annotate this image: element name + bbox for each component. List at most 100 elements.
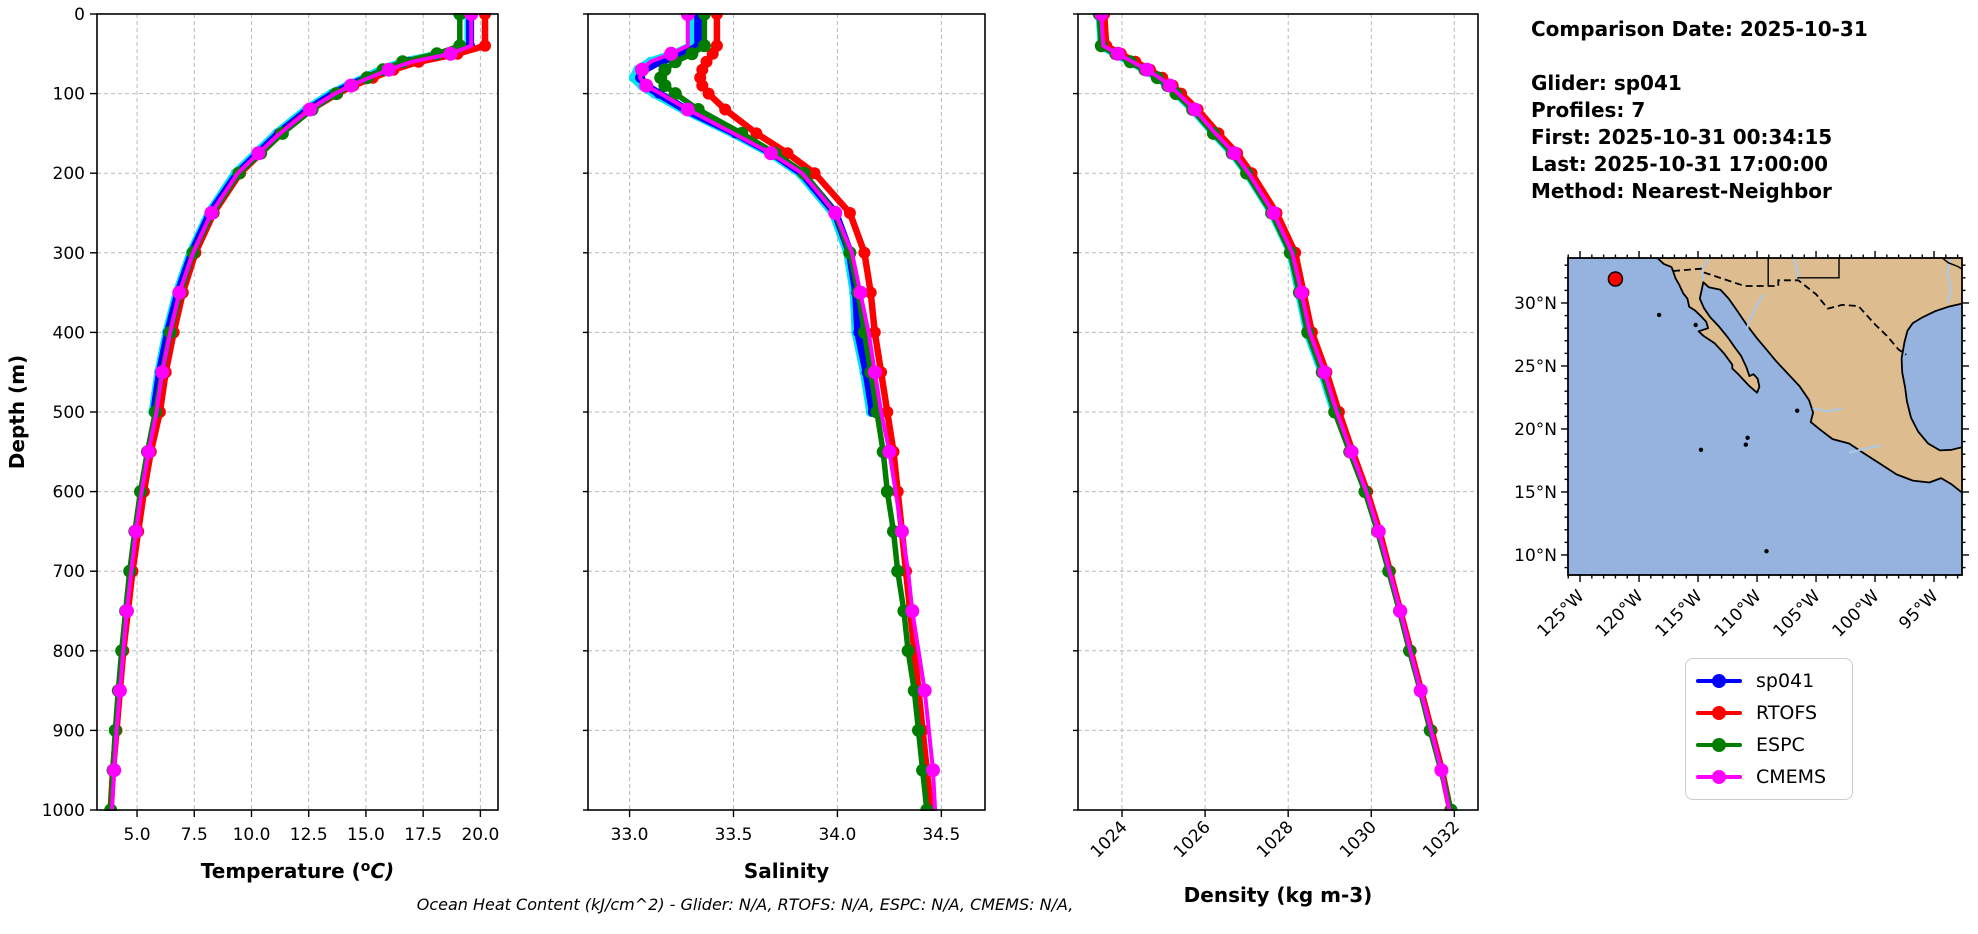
density-marker-CMEMS bbox=[1434, 763, 1449, 778]
salinity-marker-RTOFS bbox=[843, 207, 856, 219]
map-ytick-label: 30°N bbox=[1514, 294, 1557, 314]
salinity-marker-CMEMS bbox=[763, 146, 778, 161]
salinity-marker-RTOFS bbox=[858, 246, 871, 259]
last-profile-time-text: Last: 2025-10-31 17:00:00 bbox=[1531, 152, 1829, 176]
temperature-marker-CMEMS bbox=[251, 146, 266, 161]
salinity-marker-ESPC bbox=[891, 564, 905, 578]
map-ytick-label: 15°N bbox=[1514, 483, 1557, 503]
legend-swatch-espc bbox=[1696, 738, 1742, 752]
depth-ytick-label: 600 bbox=[53, 483, 85, 503]
density-marker-CMEMS bbox=[1294, 285, 1309, 300]
salinity-marker-ESPC bbox=[920, 803, 934, 811]
salinity-marker-CMEMS bbox=[664, 46, 679, 61]
info-panel: Comparison Date: 2025-10-31 Glider: sp04… bbox=[1531, 16, 1868, 205]
density-marker-CMEMS bbox=[1413, 683, 1428, 698]
map-gulf-coastline bbox=[1900, 302, 1962, 452]
salinity-marker-RTOFS bbox=[881, 406, 894, 418]
temperature-xtick-label: 17.5 bbox=[404, 825, 442, 845]
salinity-marker-CMEMS bbox=[680, 102, 695, 117]
temperature-marker-CMEMS bbox=[155, 365, 170, 380]
temperature-marker-CMEMS bbox=[381, 62, 396, 77]
salinity-marker-ESPC bbox=[916, 763, 930, 777]
map-island bbox=[1764, 549, 1769, 554]
legend-label-rtofs: RTOFS bbox=[1756, 702, 1818, 724]
salinity-marker-RTOFS bbox=[750, 127, 763, 140]
map-island bbox=[1745, 435, 1750, 440]
temperature-marker-CMEMS bbox=[464, 13, 479, 21]
salinity-marker-ESPC bbox=[658, 79, 672, 93]
salinity-marker-ESPC bbox=[912, 723, 925, 737]
density-xtick-label: 1024 bbox=[1087, 817, 1132, 862]
map-ytick-label: 10°N bbox=[1514, 546, 1557, 566]
salinity-marker-CMEMS bbox=[894, 524, 909, 539]
salinity-marker-CMEMS bbox=[853, 285, 868, 300]
temperature-marker-CMEMS bbox=[204, 206, 219, 220]
depth-ytick-label: 400 bbox=[53, 323, 85, 343]
legend-label-espc: ESPC bbox=[1756, 734, 1805, 756]
map-river bbox=[1848, 444, 1882, 454]
density-marker-CMEMS bbox=[1140, 62, 1154, 77]
temperature-xtick-label: 10.0 bbox=[233, 825, 271, 845]
depth-ytick-label: 800 bbox=[53, 642, 85, 662]
density-marker-CMEMS bbox=[1266, 206, 1281, 220]
temperature-xtick-label: 20.0 bbox=[461, 825, 499, 845]
map-state-border bbox=[1797, 258, 1840, 279]
map-us-mexico-border bbox=[1672, 267, 1907, 356]
salinity-marker-RTOFS bbox=[781, 147, 794, 160]
salinity-marker-CMEMS bbox=[882, 444, 897, 459]
temperature-xtick-label: 5.0 bbox=[124, 825, 151, 845]
density-marker-CMEMS bbox=[1227, 146, 1242, 161]
map-gulf-of-mexico bbox=[1901, 303, 1962, 451]
salinity-marker-CMEMS bbox=[639, 78, 654, 93]
salinity-marker-RTOFS bbox=[864, 286, 877, 299]
depth-ytick-label: 200 bbox=[53, 164, 85, 184]
legend-item-cmems: CMEMS bbox=[1696, 762, 1842, 792]
location-map: 125°W 120°W 115°W 110°W 105°W 100°W 95°W 30°N 25… bbox=[1514, 251, 1969, 641]
salinity-marker-CMEMS bbox=[905, 604, 920, 618]
map-xtick-label: 95°W bbox=[1895, 586, 1942, 633]
map-ytick-label: 25°N bbox=[1514, 357, 1557, 377]
legend-swatch-sp041 bbox=[1696, 674, 1742, 688]
salinity-marker-CMEMS bbox=[635, 62, 649, 77]
map-coastline bbox=[1656, 258, 1962, 494]
salinity-xtick-label: 34.0 bbox=[818, 825, 856, 845]
temperature-marker-CMEMS bbox=[302, 102, 317, 117]
salinity-xtick-label: 33.0 bbox=[611, 825, 649, 845]
map-island bbox=[1693, 322, 1698, 328]
map-xtick-label: 115°W bbox=[1652, 586, 1707, 641]
temperature-line-sp041-raw bbox=[148, 13, 474, 417]
temperature-marker-CMEMS bbox=[443, 46, 458, 61]
salinity-marker-RTOFS bbox=[808, 167, 821, 180]
depth-ytick-label: 0 bbox=[74, 5, 85, 25]
salinity-marker-CMEMS bbox=[867, 365, 882, 380]
density-marker-CMEMS bbox=[1162, 78, 1177, 93]
salinity-marker-ESPC bbox=[880, 485, 894, 499]
density-axis-label: Density (kg m-3) bbox=[1184, 883, 1373, 907]
salinity-marker-RTOFS bbox=[702, 87, 715, 100]
map-island bbox=[1795, 408, 1800, 413]
legend-swatch-cmems bbox=[1696, 770, 1742, 784]
depth-ytick-label: 500 bbox=[53, 403, 85, 423]
salinity-panel: 33.0 33.5 34.0 34.5 Salinity bbox=[583, 13, 986, 883]
density-line-CMEMS bbox=[1099, 13, 1452, 811]
density-panel: 1024 1026 1028 1030 1032 Density (kg m-3) bbox=[1073, 13, 1479, 907]
temperature-marker-CMEMS bbox=[107, 763, 122, 778]
temperature-marker-CMEMS bbox=[112, 683, 127, 698]
density-marker-CMEMS bbox=[1371, 524, 1386, 539]
map-xtick-label: 110°W bbox=[1711, 586, 1766, 641]
salinity-marker-ESPC bbox=[697, 39, 711, 53]
temperature-marker-RTOFS bbox=[479, 39, 491, 52]
map-xtick-label: 125°W bbox=[1534, 586, 1589, 641]
density-marker-CMEMS bbox=[1317, 365, 1332, 380]
legend-item-espc: ESPC bbox=[1696, 730, 1842, 760]
glider-name-text: Glider: sp041 bbox=[1531, 71, 1682, 95]
temperature-xtick-label: 12.5 bbox=[290, 825, 328, 845]
depth-ytick-label: 100 bbox=[53, 85, 85, 105]
salinity-marker-CMEMS bbox=[680, 13, 695, 21]
density-xtick-label: 1026 bbox=[1170, 817, 1215, 862]
density-line-sp041 bbox=[1097, 13, 1340, 416]
temperature-xtick-label: 7.5 bbox=[181, 825, 208, 845]
salinity-marker-CMEMS bbox=[828, 206, 843, 220]
first-profile-time-text: First: 2025-10-31 00:34:15 bbox=[1531, 125, 1833, 149]
map-xtick-label: 120°W bbox=[1593, 586, 1648, 641]
